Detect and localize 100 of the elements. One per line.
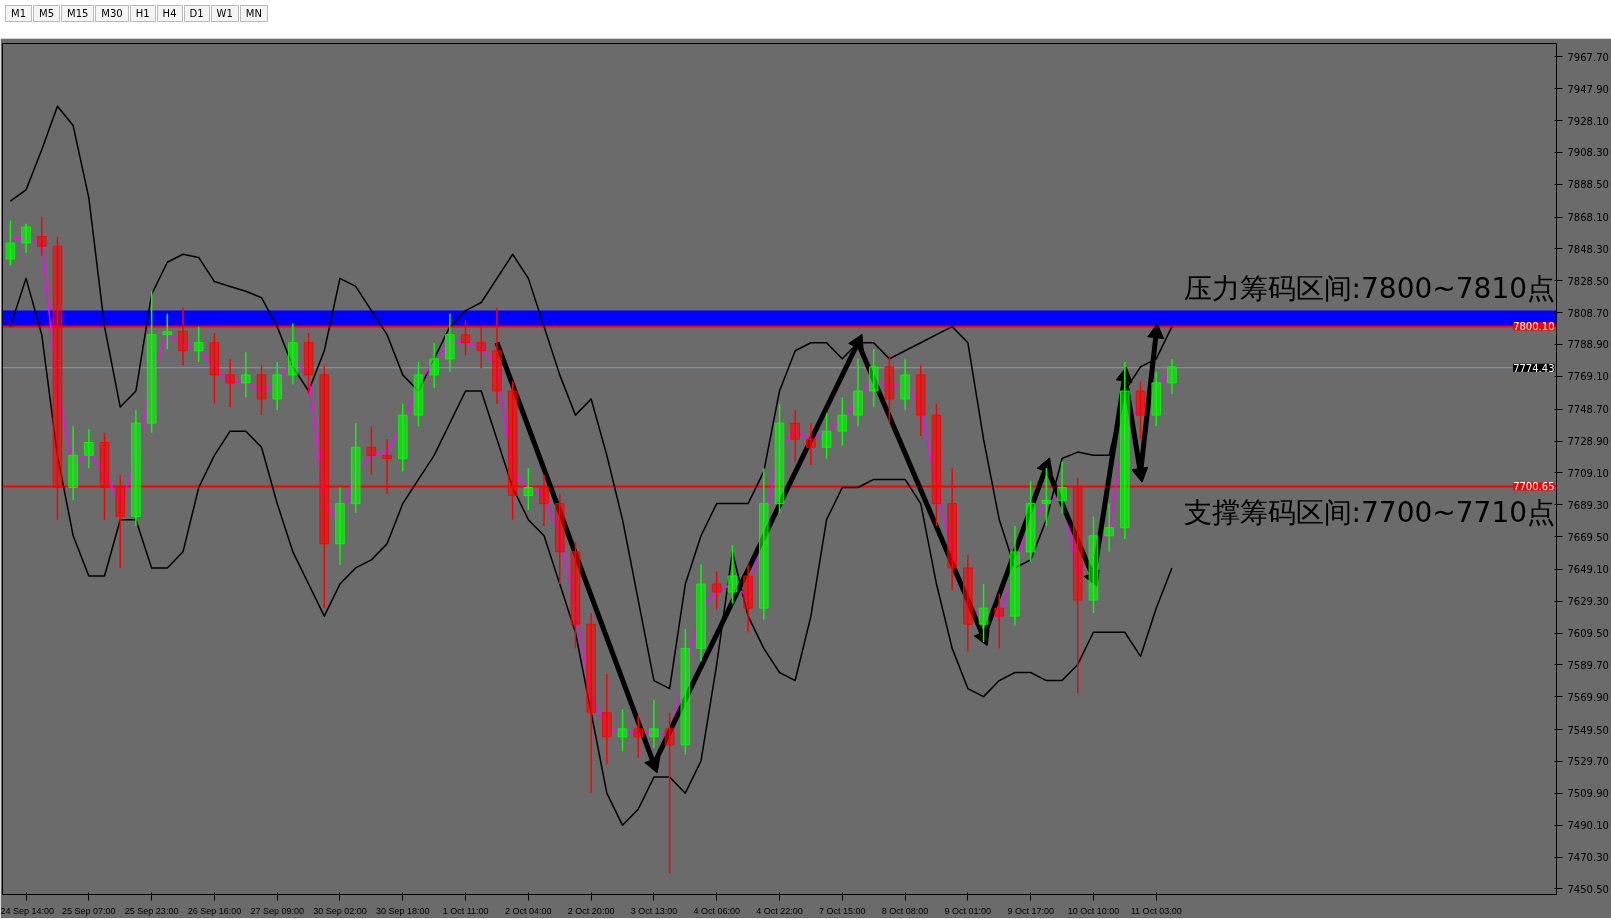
y-tick-label: 7728.90	[1567, 436, 1609, 448]
candlestick	[68, 425, 78, 502]
candlestick	[774, 403, 785, 514]
y-tick-label: 7569.90	[1567, 691, 1609, 703]
candlestick	[758, 467, 769, 621]
point	[644, 756, 661, 774]
x-tick-label: 2 Oct 20:00	[567, 905, 615, 916]
candlestick	[193, 325, 204, 363]
candlestick	[602, 673, 612, 765]
candlestick	[272, 361, 283, 412]
candlestick	[1135, 380, 1146, 440]
point	[848, 333, 864, 351]
candlestick	[727, 544, 738, 605]
x-tick-label: 27 Sep 09:00	[250, 905, 304, 916]
y-tick-label: 7947.90	[1567, 83, 1609, 95]
candlestick	[350, 422, 361, 514]
candlestick	[429, 341, 439, 389]
y-tick-label: 7470.30	[1567, 852, 1609, 864]
y-tick-label: 7450.50	[1567, 883, 1609, 895]
candlestick	[1167, 358, 1177, 395]
y-tick-label: 7529.70	[1567, 756, 1609, 768]
y-tick-label: 7967.70	[1567, 51, 1609, 63]
candlestick	[554, 493, 565, 585]
y-tick-label: 7490.10	[1567, 820, 1609, 832]
text: M30	[95, 5, 129, 22]
y-tick-label: 7649.10	[1567, 564, 1609, 576]
point	[1131, 466, 1149, 483]
candlestick	[994, 592, 1005, 650]
candlestick	[963, 554, 973, 653]
candlestick	[1104, 502, 1114, 553]
x-tick-label: 9 Oct 01:00	[944, 905, 992, 916]
candlestick	[821, 412, 832, 460]
candlestick	[696, 563, 706, 662]
x-tick-label: 9 Oct 17:00	[1007, 905, 1054, 916]
candlestick	[366, 425, 377, 476]
point	[973, 629, 990, 647]
y-tick-label: 7589.70	[1567, 659, 1609, 671]
y-tick-label: 7788.90	[1567, 339, 1609, 351]
y-tick-label: 7609.50	[1567, 628, 1609, 640]
candlestick	[633, 715, 644, 759]
x-tick-label: 10 Oct 10:00	[1067, 905, 1120, 916]
text: W1	[210, 5, 239, 22]
candlestick	[915, 364, 926, 437]
y-tick-label: 7888.50	[1567, 179, 1609, 191]
candlestick	[649, 699, 659, 749]
y-tick-label: 7748.70	[1567, 404, 1609, 416]
candlestick	[303, 332, 314, 395]
candlestick	[1041, 467, 1052, 527]
candlestick	[664, 711, 675, 875]
x-tick-label: 30 Sep 02:00	[313, 905, 367, 916]
candlestick	[853, 358, 863, 428]
candlestick	[397, 403, 408, 473]
candlestick	[335, 486, 345, 566]
ref-line-label: 7700.65	[1513, 481, 1555, 493]
candlestick	[256, 364, 267, 416]
candlestick	[209, 332, 220, 405]
line-series	[9, 277, 1173, 827]
candlestick	[523, 467, 534, 511]
candlestick	[680, 628, 691, 756]
x-tick-label: 30 Sep 18:00	[376, 905, 430, 916]
ref-line-label: 7800.10	[1513, 321, 1555, 333]
y-tick-label: 7828.50	[1567, 275, 1609, 287]
x-tick-label: 7 Oct 15:00	[819, 905, 866, 916]
candlestick	[1025, 480, 1036, 563]
candlestick	[586, 612, 596, 794]
x-tick-label: 25 Sep 23:00	[124, 905, 179, 916]
point	[1147, 323, 1165, 340]
text: H1	[129, 5, 156, 22]
candlestick	[900, 358, 910, 412]
candlestick	[570, 541, 581, 650]
candlestick	[1088, 515, 1099, 614]
text: H4	[156, 5, 183, 22]
candlestick	[1057, 461, 1067, 514]
candlestick	[1010, 525, 1020, 627]
ref-line-label: 7774.43	[1513, 362, 1555, 374]
candlestick	[1120, 361, 1130, 540]
text: D1	[183, 5, 210, 22]
text: M5	[33, 5, 60, 22]
x-tick-label: 24 Sep 14:00	[0, 905, 55, 916]
y-tick-label: 7908.30	[1567, 147, 1609, 159]
candlestick	[884, 354, 895, 424]
candlestick	[240, 351, 251, 399]
candlestick	[711, 570, 722, 611]
candlestick	[1151, 370, 1162, 428]
candlestick	[413, 361, 424, 428]
candlestick	[978, 583, 989, 643]
candlestick	[36, 216, 47, 257]
x-tick-label: 4 Oct 06:00	[693, 905, 740, 916]
y-tick-label: 7709.10	[1567, 467, 1609, 479]
candlestick	[162, 313, 173, 350]
candlestick	[5, 219, 16, 267]
point	[1036, 457, 1053, 475]
point	[1083, 569, 1100, 587]
x-tick-label: 26 Sep 16:00	[187, 905, 242, 916]
y-tick-label: 7868.10	[1567, 212, 1609, 224]
candlestick	[445, 313, 455, 373]
text: M1	[5, 5, 32, 22]
candlestick	[146, 290, 157, 434]
y-tick-label: 7689.30	[1567, 499, 1609, 511]
annotation: 支撑筹码区间:7700~7710点	[1183, 495, 1556, 529]
